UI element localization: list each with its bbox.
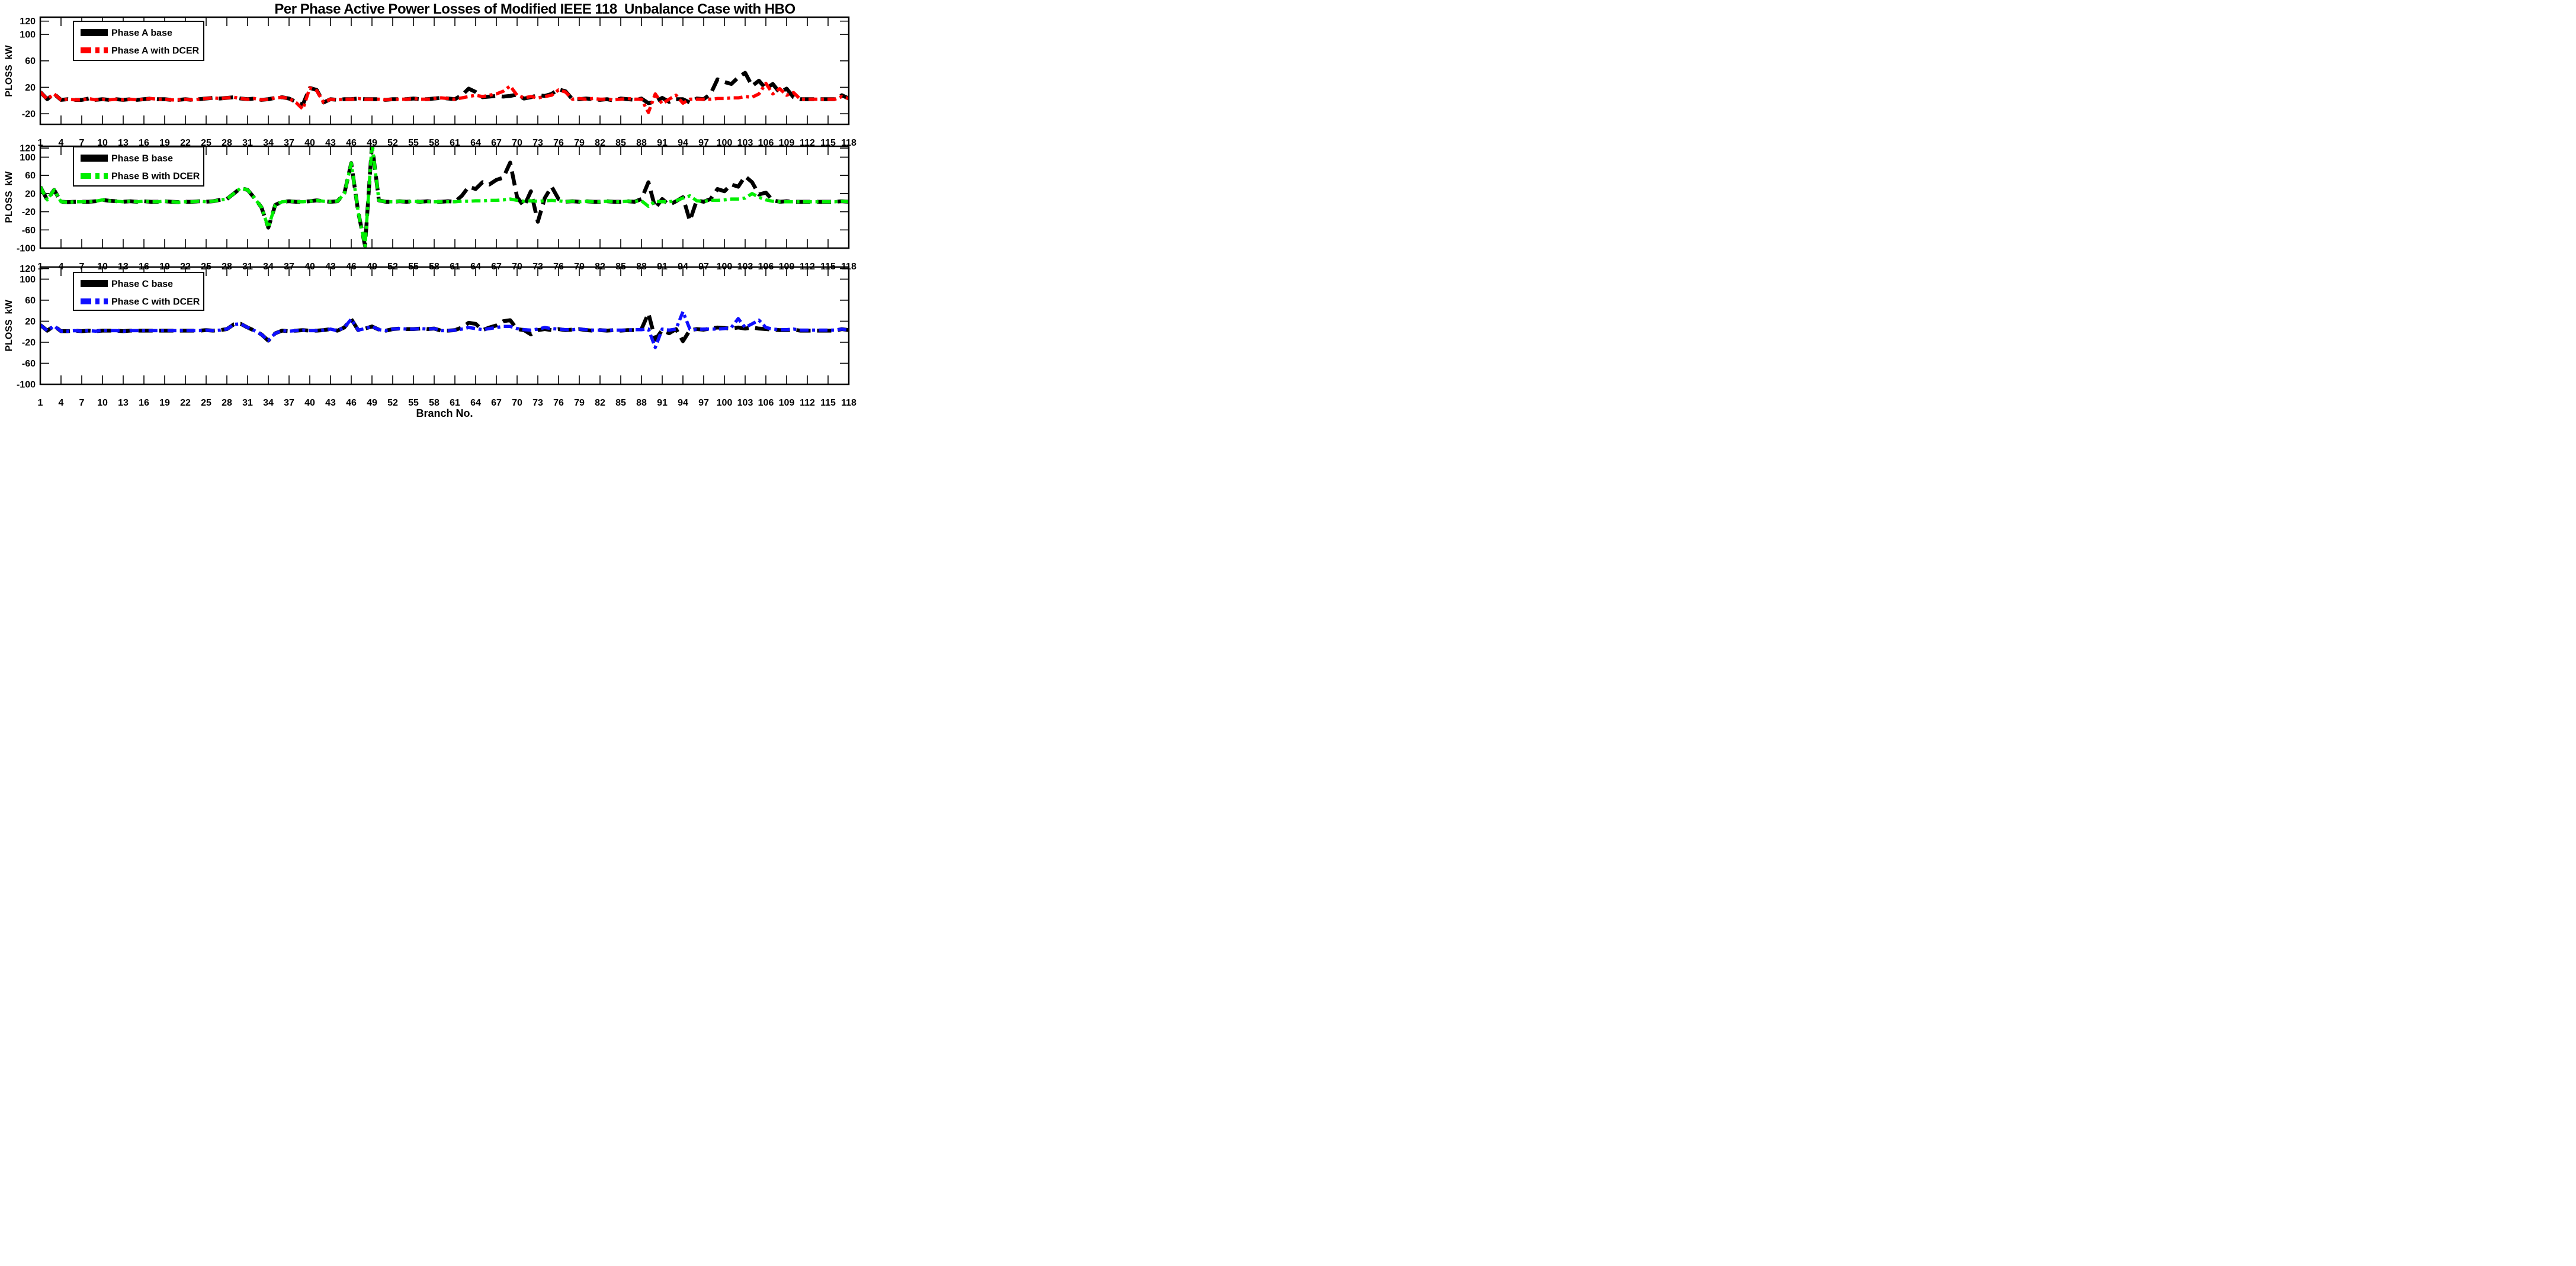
legend-label-phase-a-base: Phase A base [111,28,172,38]
x-tick-label: 61 [450,398,460,408]
subplot-phase-c: 1 4 7 10 13 16 19 22 25 28 31 34 37 40 43 46 49 52 55 58 61 6… [17,264,856,408]
legend-phase-c: Phase C base Phase C with DCER [73,272,204,311]
x-tick-label: 1 [38,398,43,408]
x-tick-label: 85 [615,398,626,408]
x-tick-label: 40 [304,398,315,408]
x-tick-label: 7 [79,138,85,148]
x-tick-label: 43 [325,398,336,408]
x-tick-label: 64 [470,398,481,408]
x-tick-label: 28 [222,398,232,408]
x-tick-label: 34 [263,398,274,408]
x-tick-label: 10 [97,398,108,408]
y-tick-label: 60 [25,295,36,306]
x-tick-label: 70 [512,398,522,408]
x-tick-label: 115 [820,398,836,408]
y-tick-label: -100 [17,244,36,254]
x-tick-label: 16 [139,398,149,408]
x-tick-label: 97 [698,398,709,408]
axes-box-phase-b [39,145,850,249]
x-tick-label: 37 [284,398,294,408]
subplot-phase-b: 1 4 7 10 13 16 19 22 25 28 31 34 37 40 43 46 49 52 55 58 61 6… [17,144,856,272]
y-tick-label: -20 [22,207,36,217]
x-tick-label: 25 [201,398,211,408]
series-phase-b-with-dcer [40,146,849,248]
y-tick-label: 20 [25,83,36,93]
axes-box-phase-a [39,16,850,126]
x-tick-label: 76 [553,398,564,408]
y-tick-label: 100 [20,30,36,40]
x-tick-label: 55 [408,398,419,408]
y-tick-label: 20 [25,189,36,199]
x-tick-label: 82 [595,398,605,408]
x-tick-label: 79 [574,398,585,408]
legend-label-phase-b-base: Phase B base [111,154,173,164]
x-tick-label: 103 [737,398,753,408]
x-tick-label: 58 [429,398,440,408]
x-tick-label: 118 [841,398,856,408]
y-ticks-phase-a: 120 100 60 20 -20 [20,17,849,120]
axes-box-phase-c [39,266,850,385]
x-tick-label: 52 [387,398,398,408]
figure-canvas: Per Phase Active Power Losses of Modifie… [0,0,859,422]
y-tick-label: -20 [22,110,36,120]
series-phase-c-with-dcer [40,310,849,349]
legend-phase-b: Phase B base Phase B with DCER [73,146,204,187]
legend-phase-a: Phase A base Phase A with DCER [73,21,204,61]
y-tick-label: 120 [20,264,36,274]
series-phase-a-with-dcer [40,81,849,114]
y-tick-label: -20 [22,338,36,348]
x-tick-label: 88 [636,398,647,408]
y-tick-label: 120 [20,17,36,27]
legend-label-phase-c-with-dcer: Phase C with DCER [111,297,200,307]
x-ticks-phase-c: 1 4 7 10 13 16 19 22 25 28 31 34 37 40 43 46 49 52 55 58 61 6… [38,267,856,408]
series-phase-a-base [40,70,849,107]
x-tick-label: 91 [657,398,668,408]
x-tick-label: 1 [38,138,43,148]
x-axis-label: Branch No. [416,407,473,419]
x-tick-label: 94 [678,398,688,408]
x-tick-label: 22 [180,398,191,408]
y-tick-label: 60 [25,171,36,181]
y-tick-label: 100 [20,275,36,285]
x-tick-label: 67 [491,398,502,408]
x-tick-label: 4 [59,138,64,148]
x-tick-label: 112 [800,398,815,408]
subplot-phase-a: 1 4 7 10 13 16 19 22 25 28 31 34 37 40 43 46 49 52 55 58 61 6… [20,16,856,148]
legend-label-phase-b-with-dcer: Phase B with DCER [111,172,200,182]
y-tick-label: -60 [22,359,36,369]
x-tick-label: 7 [79,398,85,408]
x-tick-label: 13 [118,398,129,408]
x-tick-label: 106 [758,398,774,408]
y-tick-label: -100 [17,380,36,390]
y-tick-label: 60 [25,56,36,66]
legend-label-phase-c-base: Phase C base [111,279,173,290]
x-tick-label: 31 [242,398,253,408]
legend-label-phase-a-with-dcer: Phase A with DCER [111,46,200,56]
y-tick-label: 100 [20,153,36,163]
y-tick-label: -60 [22,226,36,236]
x-tick-label: 73 [532,398,543,408]
x-tick-label: 100 [717,398,733,408]
x-tick-label: 4 [59,398,64,408]
x-tick-label: 19 [159,398,170,408]
x-tick-label: 49 [367,398,377,408]
x-tick-label: 46 [346,398,357,408]
y-tick-label: 20 [25,317,36,327]
y-tick-label: 120 [20,144,36,154]
charts-canvas: 1 4 7 10 13 16 19 22 25 28 31 34 37 40 43 46 49 52 55 58 61 6… [17,16,856,408]
x-tick-label: 109 [779,398,795,408]
chart-title: Per Phase Active Power Losses of Modifie… [274,1,795,17]
